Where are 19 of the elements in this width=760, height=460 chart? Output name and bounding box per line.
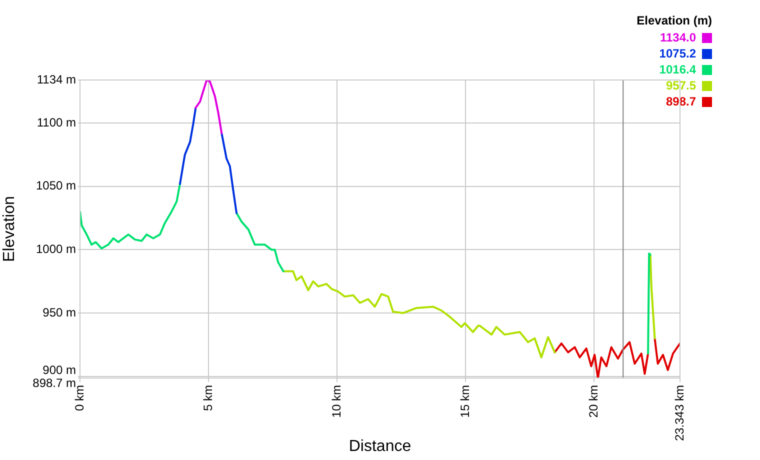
legend-label: 957.5 xyxy=(666,78,696,92)
legend-label: 1075.2 xyxy=(659,46,696,60)
legend-label: 898.7 xyxy=(666,94,696,108)
x-tick-label: 23.343 km xyxy=(672,385,686,442)
x-tick-label: 20 km xyxy=(586,385,600,418)
y-tick-label: 1100 m xyxy=(36,115,76,130)
x-tick-label: 5 km xyxy=(200,385,215,412)
x-tick-label: 10 km xyxy=(329,385,344,418)
legend-label: 1016.4 xyxy=(659,62,696,76)
legend-title: Elevation (m) xyxy=(636,13,712,28)
y-tick-label: 950 m xyxy=(42,305,76,320)
x-axis-title: Distance xyxy=(348,438,412,455)
y-axis-title: Elevation xyxy=(1,196,18,262)
y-tick-label: 900 m xyxy=(42,362,76,377)
x-tick-label: 15 km xyxy=(458,385,472,418)
y-tick-label: 1050 m xyxy=(36,178,76,193)
legend-label: 1134.0 xyxy=(660,30,696,44)
y-tick-label: 1000 m xyxy=(36,242,76,256)
y-tick-label: 1134 m xyxy=(36,72,76,86)
